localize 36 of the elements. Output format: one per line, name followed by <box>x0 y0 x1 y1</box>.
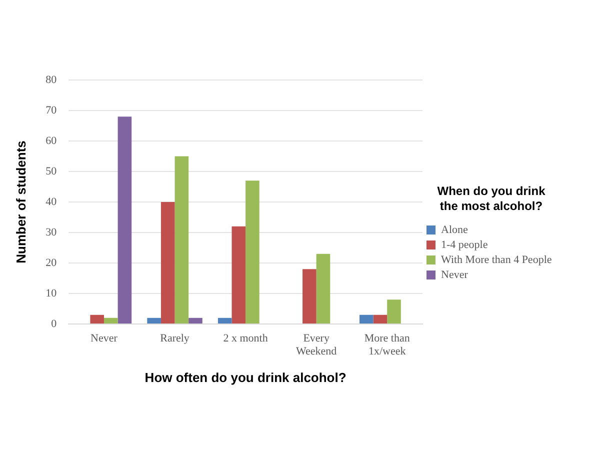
legend-label: 1-4 people <box>441 238 488 251</box>
bar <box>232 226 246 324</box>
bar <box>90 314 104 324</box>
bar <box>174 156 189 324</box>
bar <box>316 254 330 324</box>
y-tick-label: 0 <box>51 318 58 330</box>
bar <box>360 314 374 324</box>
bar <box>373 314 388 324</box>
y-tick-label: 30 <box>46 226 58 238</box>
y-tick-label: 60 <box>46 134 58 147</box>
x-tick-label: 2 x month <box>223 332 268 344</box>
legend-label: Alone <box>441 224 468 236</box>
y-tick-label: 10 <box>46 287 58 300</box>
bar <box>218 318 232 324</box>
bar <box>188 318 202 324</box>
y-tick-label: 40 <box>46 196 58 208</box>
bar <box>160 202 175 324</box>
legend-title: When do you drink the most alcohol? <box>437 184 546 213</box>
x-tick-label: Never <box>90 332 118 344</box>
y-tick-label: 20 <box>46 256 58 269</box>
bar <box>302 269 316 324</box>
y-tick-label: 80 <box>46 74 58 86</box>
y-tick-label: 70 <box>46 104 58 116</box>
bar <box>118 116 132 324</box>
x-tick-label: Every Weekend <box>296 332 338 358</box>
legend-label: With More than 4 People <box>441 254 552 266</box>
bar <box>104 318 118 324</box>
legend-label: Never <box>441 268 468 281</box>
x-tick-label: Rarely <box>160 332 190 344</box>
y-axis-title: Number of students <box>13 140 28 264</box>
bar <box>147 318 161 324</box>
x-axis-title: How often do you drink alcohol? <box>144 370 346 385</box>
bar <box>387 300 401 324</box>
x-tick-label: More than 1x/week <box>364 332 410 358</box>
y-tick-label: 50 <box>46 165 58 178</box>
bar <box>246 180 260 324</box>
